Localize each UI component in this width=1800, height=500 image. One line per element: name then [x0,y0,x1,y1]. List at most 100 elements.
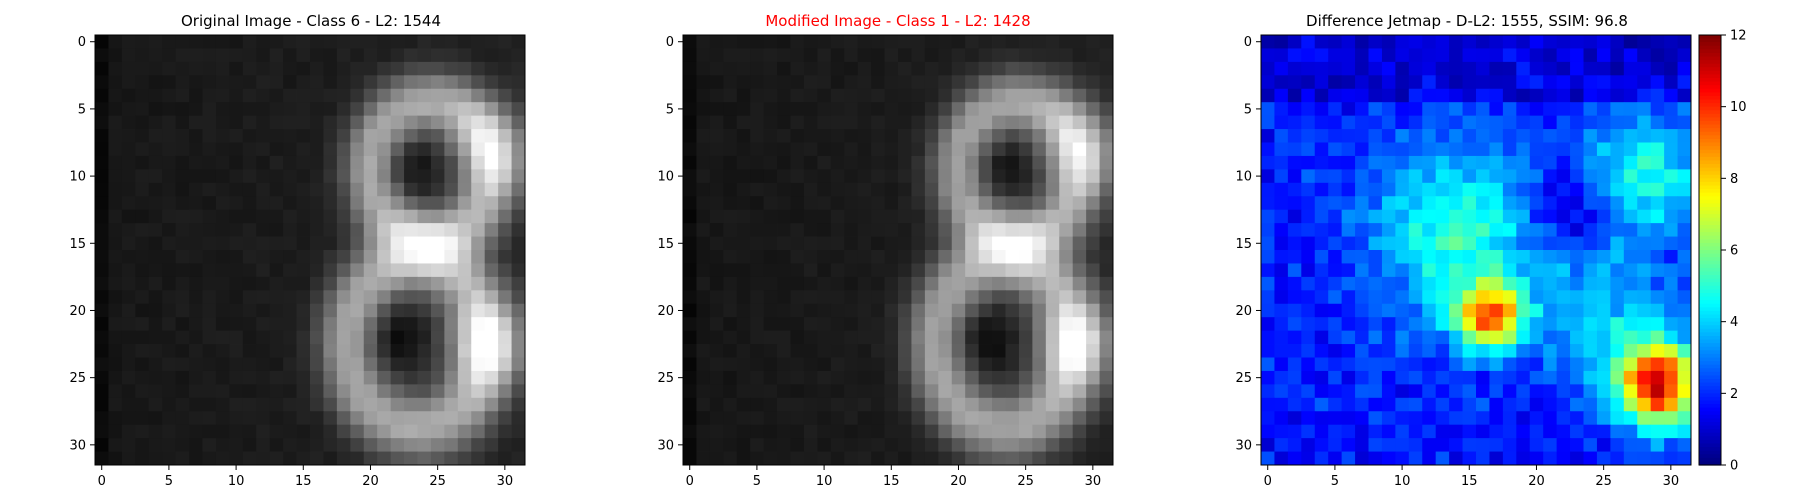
heatmap-cell [1086,209,1100,224]
heatmap-cell [1596,250,1611,264]
heatmap-cell [871,102,885,117]
heatmap-cell [951,290,966,305]
heatmap-cell [148,48,163,63]
heatmap-cell [1583,370,1598,385]
heatmap-cell [1314,424,1329,439]
heatmap-cell [790,451,805,466]
heatmap-cell [1086,115,1100,130]
heatmap-cell [1664,223,1678,237]
heatmap-cell [1502,330,1517,345]
heatmap-cell [750,438,765,452]
heatmap-cell [484,424,499,439]
heatmap-cell [1502,142,1517,157]
heatmap-cell [723,263,738,278]
heatmap-cell [817,370,832,385]
heatmap-cell [108,182,123,197]
heatmap-cell [269,102,284,117]
heatmap-cell [336,102,351,117]
heatmap-cell [1059,115,1074,130]
heatmap-cell [323,397,338,412]
heatmap-cell [189,75,203,90]
heatmap-cell [444,290,459,305]
heatmap-cell [1072,48,1087,63]
heatmap-cell [404,411,418,426]
heatmap-cell [1435,75,1450,90]
heatmap-cell [803,424,818,439]
heatmap-cell [1489,438,1504,452]
heatmap-cell [350,276,365,291]
heatmap-cell [1381,263,1396,278]
heatmap-cell [1045,384,1060,399]
heatmap-cell [1435,290,1450,305]
heatmap-cell [911,142,926,157]
heatmap-cell [256,384,271,399]
colorbar-segment [1699,138,1721,144]
heatmap-cell [1005,88,1020,103]
heatmap-cell [750,250,765,264]
heatmap-cell [296,129,311,143]
heatmap-cell [215,357,230,372]
heatmap-cell [723,75,738,90]
heatmap-cell [1623,223,1638,237]
heatmap-cell [1301,61,1316,76]
heatmap-cell [1395,411,1410,426]
heatmap-cell [898,330,912,345]
heatmap-cell [108,411,123,426]
heatmap-cell [911,129,926,143]
heatmap-cell [1032,303,1047,318]
heatmap-cell [242,263,257,278]
heatmap-cell [444,317,459,332]
heatmap-cell [750,370,765,385]
heatmap-cell [1556,344,1571,358]
heatmap-cell [803,75,818,90]
heatmap-cell [844,438,859,452]
heatmap-cell [471,411,486,426]
x-tick-label: 20 [950,474,967,489]
heatmap-cell [1328,155,1343,170]
heatmap-cell [1287,250,1302,264]
heatmap-cell [242,61,257,76]
heatmap-cell [484,75,499,90]
heatmap-cell [215,451,230,466]
heatmap-cell [1570,48,1584,63]
heatmap-cell [430,344,445,358]
heatmap-cell [1637,276,1652,291]
heatmap-cell [1261,263,1275,278]
heatmap-cell [310,35,324,49]
heatmap-cell [683,276,697,291]
heatmap-cell [121,330,136,345]
heatmap-cell [965,155,980,170]
heatmap-cell [736,276,751,291]
heatmap-cell [1502,196,1517,211]
heatmap-cell [404,438,418,452]
heatmap-cell [1395,303,1410,318]
heatmap-cell [1261,129,1275,143]
heatmap-cell [1610,102,1625,117]
heatmap-cell [1529,451,1544,466]
heatmap-cell [296,344,311,358]
heatmap-cell [857,424,872,439]
heatmap-cell [1086,263,1100,278]
heatmap-cell [1422,411,1437,426]
heatmap-cell [1018,250,1033,264]
heatmap-cell [1005,155,1020,170]
heatmap-cell [924,344,939,358]
heatmap-cell [817,384,832,399]
heatmap-cell [830,236,845,251]
colorbar-segment [1699,246,1721,251]
heatmap-cell [1516,303,1531,318]
heatmap-cell [1543,317,1558,332]
heatmap-cell [377,438,392,452]
y-tick-label: 30 [657,438,674,453]
heatmap-cell [363,169,378,184]
colorbar-segment [1699,407,1721,412]
heatmap-cell [1556,61,1571,76]
heatmap-cell [404,357,418,372]
heatmap-cell [1408,169,1423,184]
heatmap-cell [871,196,885,211]
heatmap-cell [296,424,311,439]
heatmap-cell [1072,451,1087,466]
heatmap-cell [1556,155,1571,170]
heatmap-cell [723,303,738,318]
heatmap-cell [121,438,136,452]
